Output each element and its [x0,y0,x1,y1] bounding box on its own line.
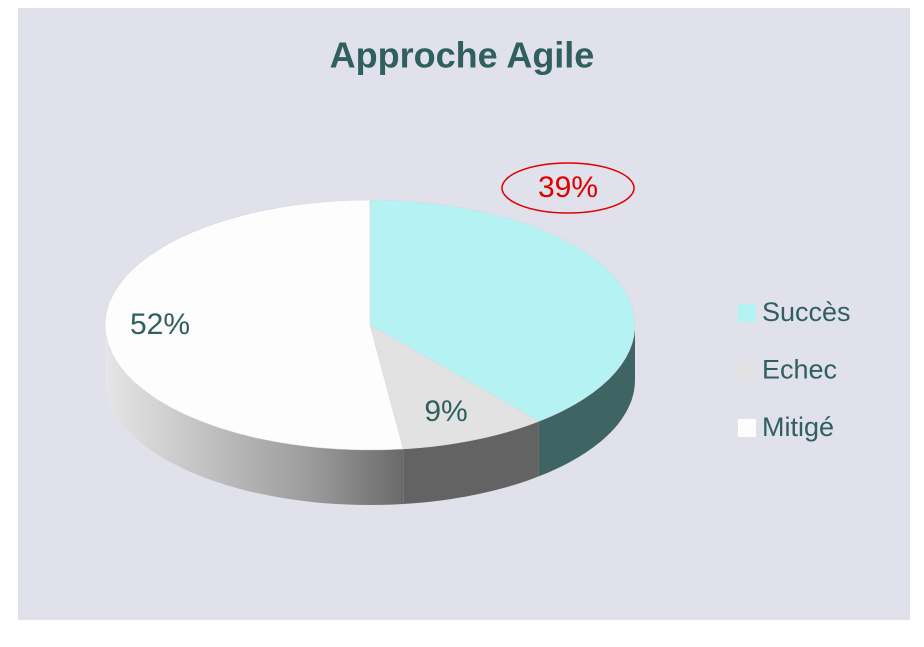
legend-label: Mitigé [762,412,834,442]
data-label: 9% [424,395,467,428]
slice [369,199,636,422]
slice-side [538,325,635,477]
pie [104,199,636,505]
data-label: 39% [538,171,598,204]
chart-title: Approche Agile [330,35,595,76]
slice-side [403,421,539,504]
slice [104,199,404,451]
legend-label: Succès [762,297,851,327]
data-label: 52% [130,308,190,341]
legend-swatch [738,419,756,437]
legend-swatch [738,361,756,380]
slice-side [105,325,404,505]
slice [369,324,540,450]
legend-swatch [738,304,756,322]
legend-label: Echec [762,355,837,385]
highlight-circle [501,162,635,214]
